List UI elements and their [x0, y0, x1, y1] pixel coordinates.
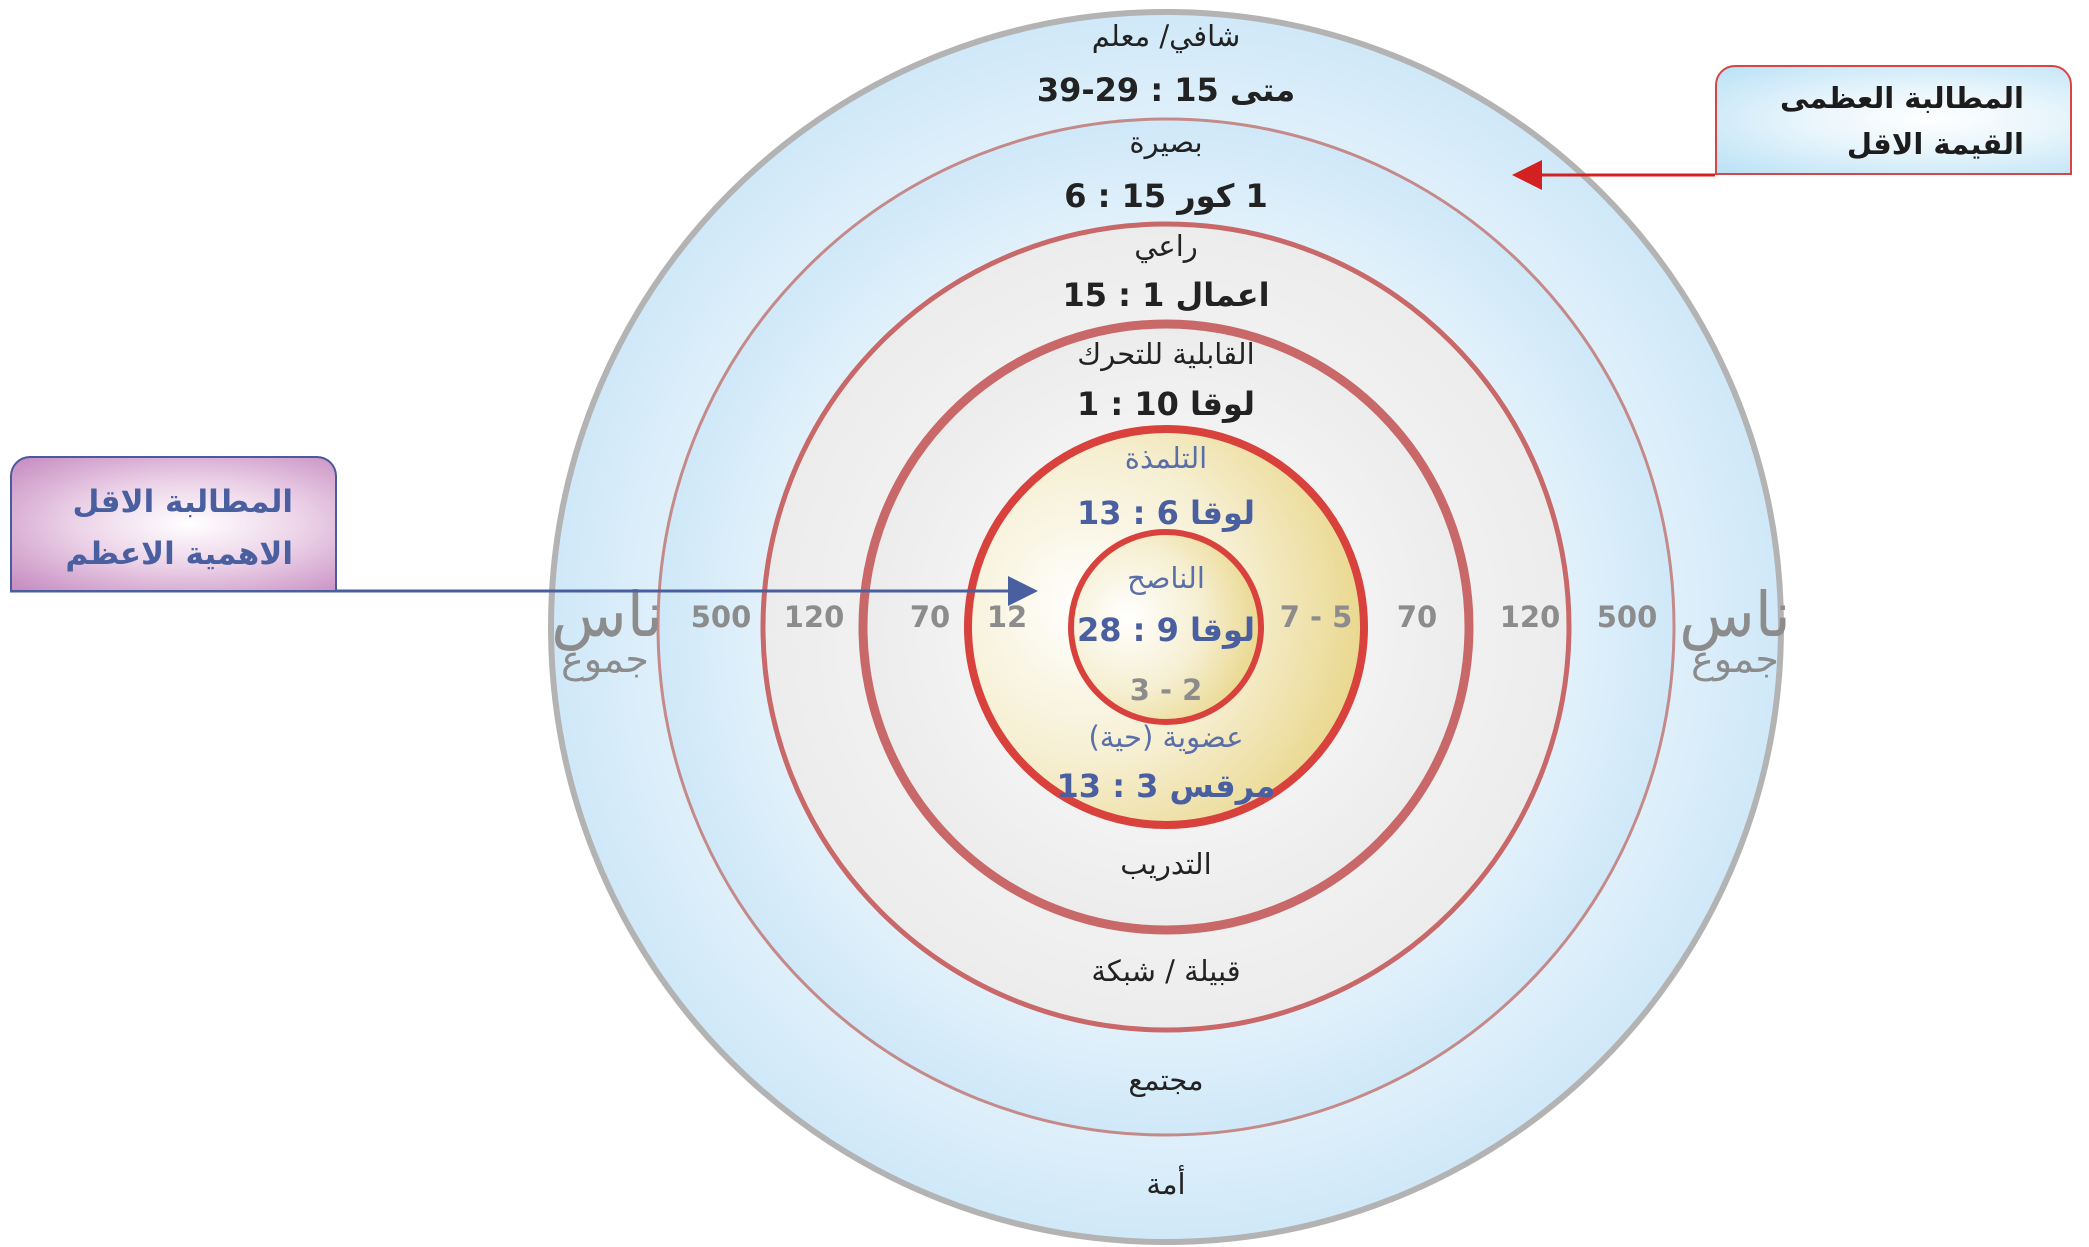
right-crowds-label: جموع [1691, 637, 1779, 682]
callout-right-line2: القيمة الاقل [1846, 127, 2024, 161]
right-count-7-5: 7 - 5 [1280, 600, 1353, 634]
callout-right-line1: المطالبة العظمى [1779, 81, 2024, 115]
callout-left-line2: الاهمية الاعظم [65, 536, 293, 572]
ring-ref-mobility: لوقا 10 : 1 [1077, 385, 1255, 423]
right-people-label: ناس [1679, 578, 1791, 651]
ring-label-discipleship: التلمذة [1125, 441, 1207, 475]
ring-label-mentor: الناصح [1127, 561, 1205, 595]
organic-ref: مرقس 3 : 13 [1057, 767, 1276, 805]
ring-ref-healer: متى 15 : 29-39 [1037, 71, 1295, 109]
tribe-label: قبيلة / شبكة [1091, 954, 1240, 988]
right-count-120: 120 [1500, 600, 1561, 634]
left-crowds-label: جموع [561, 637, 649, 682]
left-count-70: 70 [910, 600, 950, 634]
ring-ref-mentor: لوقا 9 : 28 [1077, 611, 1255, 649]
ring-label-insight: بصيرة [1129, 125, 1202, 159]
organic-label: عضوية (حية) [1088, 720, 1243, 754]
callout-greatest-claim: المطالبة العظمى القيمة الاقل [1715, 65, 2072, 175]
left-count-12: 12 [987, 600, 1027, 634]
training-label: التدريب [1120, 847, 1211, 881]
nation-label: أمة [1146, 1164, 1185, 1201]
left-count-120: 120 [784, 600, 845, 634]
ring-ref-discipleship: لوقا 6 : 13 [1077, 494, 1255, 532]
ring-mentor [1068, 529, 1264, 725]
ring-label-healer: شافي/ معلم [1092, 19, 1241, 54]
ring-label-mobility: القابلية للتحرك [1077, 337, 1254, 371]
callout-left-line1: المطالبة الاقل [72, 484, 293, 520]
ring-ref-insight: 1 كور 15 : 6 [1064, 177, 1268, 215]
right-count-70: 70 [1397, 600, 1437, 634]
right-count-500: 500 [1597, 600, 1658, 634]
ring-ref-shepherd: اعمال 1 : 15 [1062, 276, 1269, 314]
core-count: 3 - 2 [1130, 673, 1203, 707]
society-label: مجتمع [1128, 1063, 1203, 1097]
left-count-500: 500 [691, 600, 752, 634]
callout-least-claim: المطالبة الاقل الاهمية الاعظم [10, 456, 337, 590]
ring-label-shepherd: راعي [1134, 229, 1198, 264]
